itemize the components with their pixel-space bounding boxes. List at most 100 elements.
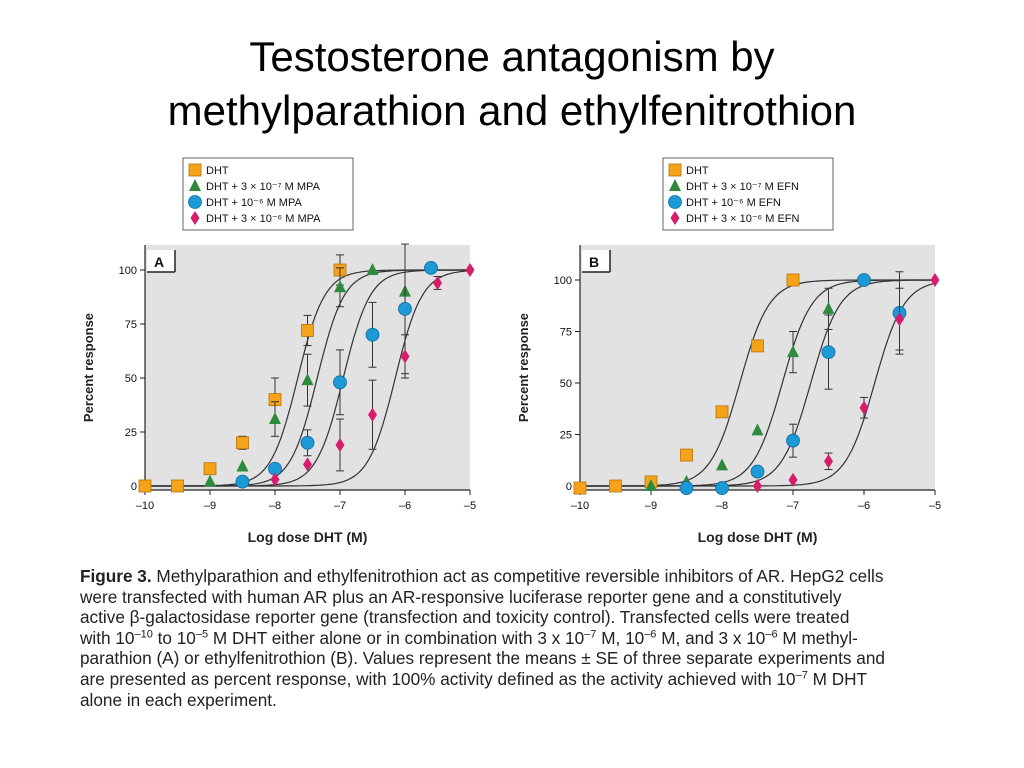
slide-title-line-1: Testosterone antagonism by <box>249 33 775 80</box>
caption-line-6b: M DHT <box>807 668 868 689</box>
data-point-diamond <box>930 273 940 287</box>
data-point-square <box>138 479 152 493</box>
panel-label-box <box>147 250 175 272</box>
caption-label: Figure 3. <box>80 566 152 586</box>
data-point-circle <box>424 260 438 275</box>
data-point-triangle <box>334 280 346 293</box>
figure-3-charts: A 0 25 50 75 100 –10 –9 –8 –7 –6 –5 Log dose DHT (M)… <box>81 157 941 545</box>
data-point-square <box>171 479 184 493</box>
y-tick-label: 25 <box>560 430 572 442</box>
data-point-diamond <box>303 457 312 472</box>
data-point-circle <box>821 345 836 360</box>
data-point-square <box>301 324 314 337</box>
series-circle <box>679 271 907 495</box>
caption-line-1: Methylparathion and ethylfenitrothion ac… <box>151 566 884 586</box>
data-point-triangle <box>645 479 657 491</box>
caption-sup-5: –6 <box>765 628 778 641</box>
legend: DHT DHT + 3 × 10⁻⁷ M EFN DHT + 10⁻⁶ M EFN D… <box>662 157 834 231</box>
caption-line-4e: M, and 3 x 10 <box>656 627 766 648</box>
x-tick-label: –9 <box>645 500 657 512</box>
caption-line-4d: M, 10 <box>596 627 645 648</box>
data-point-circle <box>365 327 380 342</box>
data-point-square <box>751 339 764 353</box>
x-tick-label: –6 <box>399 500 411 512</box>
data-point-square <box>786 273 800 287</box>
legend-entry: DHT + 10⁻⁶ M EFN <box>686 197 781 209</box>
legend-marker-diamond <box>190 211 200 225</box>
x-tick-label: –5 <box>929 500 941 512</box>
data-point-square <box>573 481 587 495</box>
data-point-diamond <box>465 263 475 277</box>
data-point-square <box>203 462 217 476</box>
caption-sup-6: –7 <box>795 669 808 682</box>
data-point-diamond <box>400 349 410 364</box>
data-point-triangle <box>751 423 764 436</box>
chart-panel-b: B 0 25 50 75 100 –10 –9 –8 –7 –6 –5 Log dose DHT (M)… <box>516 157 941 545</box>
legend-entry: DHT + 10⁻⁶ M MPA <box>206 197 302 209</box>
legend-entry: DHT + 3 × 10⁻⁷ M MPA <box>206 181 321 193</box>
data-point-diamond <box>433 275 442 290</box>
y-tick-label: 50 <box>125 373 137 385</box>
data-point-circle <box>857 273 871 287</box>
x-tick-label: –9 <box>204 500 216 512</box>
series-diamond <box>270 263 475 487</box>
data-point-triangle <box>236 459 249 472</box>
legend: DHT DHT + 3 × 10⁻⁷ M MPA DHT + 10⁻⁶ M MPA D… <box>182 157 354 231</box>
x-tick-label: –7 <box>334 500 346 512</box>
y-tick-label: 100 <box>119 265 137 277</box>
data-point-circle <box>398 301 412 316</box>
caption-sup-3: –7 <box>584 628 597 641</box>
legend-marker-square <box>188 163 202 177</box>
panel-label: B <box>582 250 611 273</box>
y-tick-label: 0 <box>131 481 137 493</box>
x-tick-label: –5 <box>464 500 476 512</box>
y-tick-label: 75 <box>560 327 572 339</box>
data-point-triangle <box>204 474 216 487</box>
x-axis-title: Log dose DHT (M) <box>248 529 368 545</box>
legend-marker-circle <box>668 195 682 209</box>
caption-line-4f: M methyl- <box>777 627 858 648</box>
caption-line-4b: to 10 <box>157 627 196 648</box>
data-point-circle <box>786 433 800 448</box>
data-point-circle <box>235 474 250 489</box>
plot-area <box>580 245 935 490</box>
caption-line-6a: are presented as percent response, with … <box>80 668 796 689</box>
fit-curve-3 <box>145 270 470 487</box>
data-point-circle <box>300 435 315 450</box>
data-point-triangle <box>787 345 799 358</box>
series-diamond <box>753 273 940 493</box>
y-tick-label: 100 <box>554 275 572 287</box>
data-point-square <box>609 479 622 493</box>
x-tick-label: –6 <box>858 500 870 512</box>
data-point-triangle <box>269 412 281 425</box>
data-point-circle <box>333 375 347 390</box>
data-point-square <box>236 436 249 450</box>
data-point-diamond <box>368 407 377 422</box>
legend-marker-diamond <box>670 211 680 225</box>
legend-box <box>662 157 834 231</box>
data-point-circle <box>679 481 694 495</box>
data-point-square <box>680 448 693 462</box>
data-point-triangle <box>366 263 379 275</box>
data-point-square <box>715 405 729 419</box>
legend-marker-circle <box>188 195 202 209</box>
data-point-circle <box>750 464 765 479</box>
legend-marker-square <box>668 163 682 177</box>
data-point-diamond <box>859 400 869 415</box>
chart-panel-a: A 0 25 50 75 100 –10 –9 –8 –7 –6 –5 Log dose DHT (M)… <box>81 157 476 545</box>
caption-line-3: active β-galactosidase reporter gene (tr… <box>80 607 850 628</box>
data-point-triangle <box>822 301 835 314</box>
data-point-diamond <box>895 312 904 327</box>
slide-title-line-2: methylparathion and ethylfenitrothion <box>167 87 857 134</box>
y-tick-label: 50 <box>560 378 572 390</box>
legend-entry: DHT + 3 × 10⁻⁶ M MPA <box>206 213 321 225</box>
legend-box <box>182 157 354 231</box>
panel-label-text: A <box>154 254 164 270</box>
y-tick-label: 0 <box>566 481 572 493</box>
data-point-circle <box>715 481 729 495</box>
data-point-diamond <box>270 472 280 487</box>
legend-marker-triangle <box>189 179 201 191</box>
data-point-diamond <box>335 437 345 452</box>
x-tick-label: –7 <box>787 500 799 512</box>
legend-entry: DHT + 3 × 10⁻⁶ M EFN <box>686 213 799 225</box>
